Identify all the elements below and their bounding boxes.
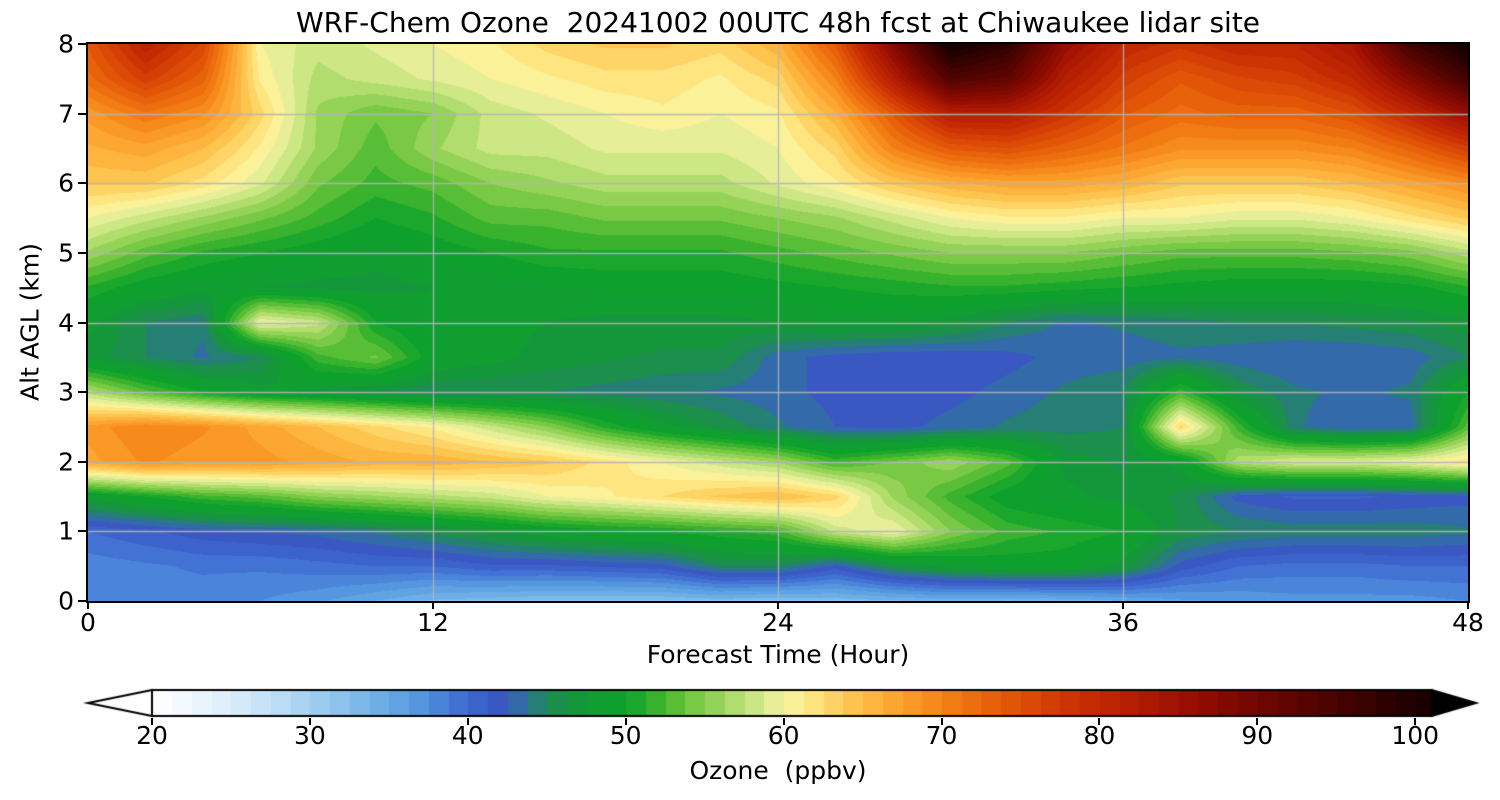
y-tick-label: 3 (58, 377, 74, 407)
colorbar-tick-mark (1256, 718, 1259, 725)
colorbar-tick-label: 70 (925, 721, 958, 750)
chart-title: WRF-Chem Ozone 20241002 00UTC 48h fcst a… (295, 6, 1261, 39)
y-tick-label: 2 (58, 447, 74, 477)
y-tick-mark (78, 182, 86, 185)
colorbar-tick-mark (782, 718, 785, 725)
y-tick-mark (78, 530, 86, 533)
y-tick-label: 8 (58, 29, 74, 59)
y-tick-mark (78, 251, 86, 254)
y-tick-mark (78, 112, 86, 115)
colorbar-tick-mark (308, 718, 311, 725)
x-tick-mark (87, 601, 89, 609)
colorbar-tick-mark (1098, 718, 1101, 725)
y-tick-label: 6 (58, 168, 74, 198)
colorbar-tick-label: 50 (609, 721, 642, 750)
colorbar-tick-label: 30 (293, 721, 326, 750)
x-tick-label: 12 (417, 608, 449, 637)
colorbar-tick-label: 80 (1083, 721, 1116, 750)
colorbar-tick-mark (466, 718, 469, 725)
colorbar-tick-mark (624, 718, 627, 725)
x-tick-mark (777, 601, 779, 609)
colorbar-tick-label: 60 (767, 721, 800, 750)
x-tick-label: 0 (80, 608, 96, 637)
ozone-contour-plot (88, 44, 1468, 601)
x-axis-label: Forecast Time (Hour) (646, 640, 910, 669)
x-tick-label: 48 (1452, 608, 1484, 637)
colorbar-tick-label: 90 (1241, 721, 1274, 750)
y-tick-mark (78, 600, 86, 602)
colorbar (80, 688, 1484, 718)
y-tick-mark (78, 460, 86, 463)
x-tick-mark (1122, 601, 1124, 609)
colorbar-label: Ozone (ppbv) (689, 756, 867, 785)
colorbar-tick-mark (1414, 718, 1417, 725)
x-tick-label: 24 (762, 608, 794, 637)
colorbar-tick-mark (151, 718, 153, 725)
x-tick-mark (432, 601, 434, 609)
y-tick-label: 4 (58, 308, 74, 337)
y-tick-mark (78, 391, 86, 394)
y-tick-label: 1 (58, 516, 74, 546)
colorbar-tick-mark (940, 718, 943, 725)
colorbar-tick-label: 20 (136, 721, 168, 750)
y-tick-mark (78, 321, 86, 324)
y-tick-label: 0 (58, 586, 74, 616)
x-tick-label: 36 (1107, 608, 1139, 637)
x-tick-mark (1467, 601, 1469, 609)
colorbar-tick-label: 40 (451, 721, 484, 750)
y-tick-label: 7 (58, 99, 74, 129)
y-axis-label: Alt AGL (km) (15, 242, 45, 402)
colorbar-tick-label: 100 (1391, 721, 1440, 750)
y-tick-mark (78, 43, 86, 45)
y-tick-label: 5 (58, 238, 74, 268)
